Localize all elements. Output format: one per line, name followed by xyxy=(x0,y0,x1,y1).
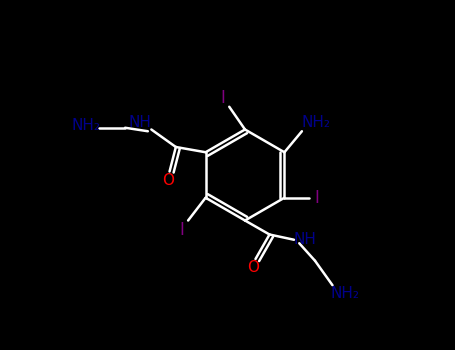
Text: NH: NH xyxy=(294,232,317,246)
Text: NH: NH xyxy=(129,115,152,130)
Text: O: O xyxy=(162,173,174,188)
Text: NH₂: NH₂ xyxy=(71,119,100,133)
Text: NH₂: NH₂ xyxy=(301,115,330,130)
Text: I: I xyxy=(314,189,319,207)
Text: I: I xyxy=(221,89,225,107)
Text: O: O xyxy=(247,260,259,275)
Text: I: I xyxy=(179,221,184,239)
Text: NH₂: NH₂ xyxy=(330,287,359,301)
